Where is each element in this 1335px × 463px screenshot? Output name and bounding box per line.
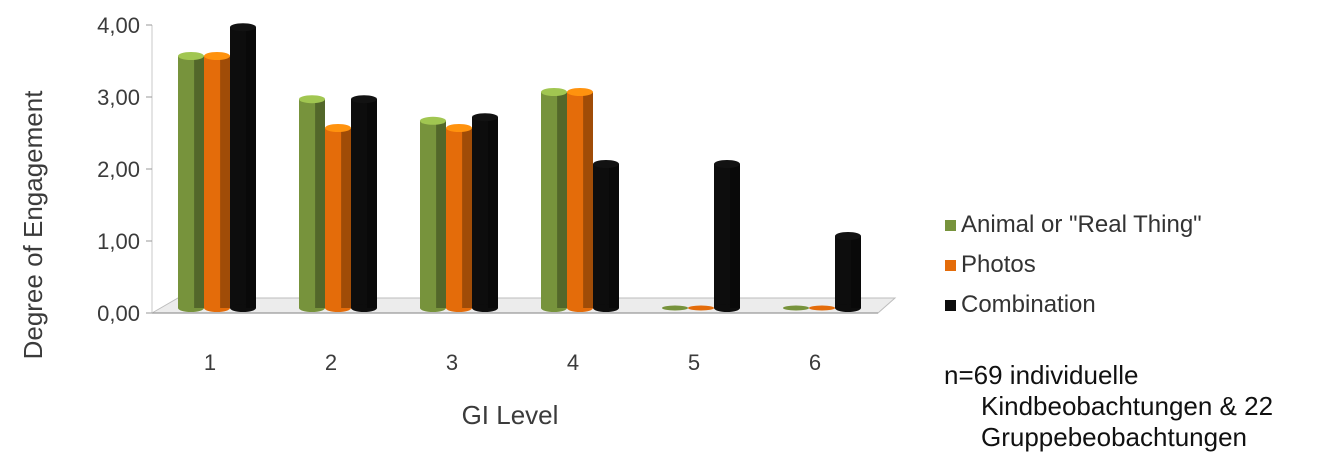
bar-4-1 [567,88,593,312]
legend-swatch-animal [945,219,956,231]
y-tick-label: 2,00 [97,157,140,182]
bar-cap [567,88,593,96]
y-tick-label: 4,00 [97,13,140,38]
bar-shade [194,56,204,308]
bar-chart: 0,00 1,00 2,00 3,00 4,00 1 2 3 4 5 6 Degree of En… [18,13,897,430]
x-tick-label: 1 [204,350,216,375]
bar-6-2 [835,232,861,312]
sample-note: n=69 individuelle Kindbeobachtungen & 22… [944,360,1273,453]
x-tick-label: 2 [325,350,337,375]
bar-cap [325,124,351,132]
bar-2-0 [299,95,325,312]
bar-shade [583,92,593,308]
bar-3-2 [472,113,498,312]
bar-zero-disc [662,305,688,311]
legend-swatch-photos [945,259,956,271]
floor-plane [150,297,897,314]
bar-cap [204,52,230,60]
bar-cap [593,160,619,168]
x-axis-title: GI Level [462,400,559,430]
bar-cap [351,95,377,104]
bar-1-2 [230,23,256,312]
legend-item-combination: Combination [945,285,1202,325]
bar-5-0 [662,305,688,311]
y-axis-ticks: 0,00 1,00 2,00 3,00 4,00 [97,13,152,326]
x-tick-label: 6 [809,350,821,375]
bar-zero-disc [809,305,835,311]
legend-label-photos: Photos [961,251,1036,278]
chart-floor [150,25,897,314]
legend-item-animal: Animal or "Real Thing" [945,205,1202,245]
bar-cap [541,88,567,96]
y-tick-label: 3,00 [97,85,140,110]
bar-cap [714,160,740,168]
bar-shade [246,27,256,308]
bar-4-0 [541,88,567,312]
bar-shade [436,120,446,308]
bar-6-1 [809,305,835,311]
note-line-1: n=69 individuelle [944,360,1139,390]
bar-cap [446,124,472,132]
note-line-2: Kindbeobachtungen & 22 [981,391,1274,421]
x-axis-ticks: 1 2 3 4 5 6 [204,350,821,375]
bar-cap [299,95,325,104]
bar-2-2 [351,95,377,312]
bar-shade [488,117,498,308]
legend: Animal or "Real Thing" Photos Combinatio… [945,205,1202,325]
bar-4-2 [593,160,619,312]
bar-shade [315,99,325,308]
bar-1-1 [204,52,230,312]
bar-6-0 [783,305,809,311]
bar-shade [367,99,377,308]
y-axis-title: Degree of Engagement [18,90,48,360]
bar-cap [230,23,256,32]
bar-3-1 [446,124,472,312]
legend-swatch-combination [945,299,956,311]
bar-cap [472,113,498,122]
bars [178,23,861,312]
bar-shade [220,56,230,308]
bar-cap [420,116,446,125]
legend-item-photos: Photos [945,245,1202,285]
bar-cap [835,232,861,240]
x-tick-label: 5 [688,350,700,375]
bar-shade [557,92,567,308]
bar-shade [462,128,472,308]
bar-shade [851,236,861,308]
y-tick-label: 0,00 [97,301,140,326]
y-tick-label: 1,00 [97,229,140,254]
bar-zero-disc [783,305,809,311]
legend-label-combination: Combination [961,291,1096,318]
note-line-3: Gruppebeobachtungen [981,422,1248,452]
x-tick-label: 4 [567,350,579,375]
bar-1-0 [178,52,204,312]
bar-zero-disc [688,305,714,311]
bar-shade [730,164,740,308]
legend-label-animal: Animal or "Real Thing" [961,211,1202,238]
bar-cap [178,52,204,60]
bar-shade [341,128,351,308]
bar-5-2 [714,160,740,312]
x-tick-label: 3 [446,350,458,375]
bar-3-0 [420,116,446,312]
bar-5-1 [688,305,714,311]
bar-2-1 [325,124,351,312]
bar-shade [609,164,619,308]
